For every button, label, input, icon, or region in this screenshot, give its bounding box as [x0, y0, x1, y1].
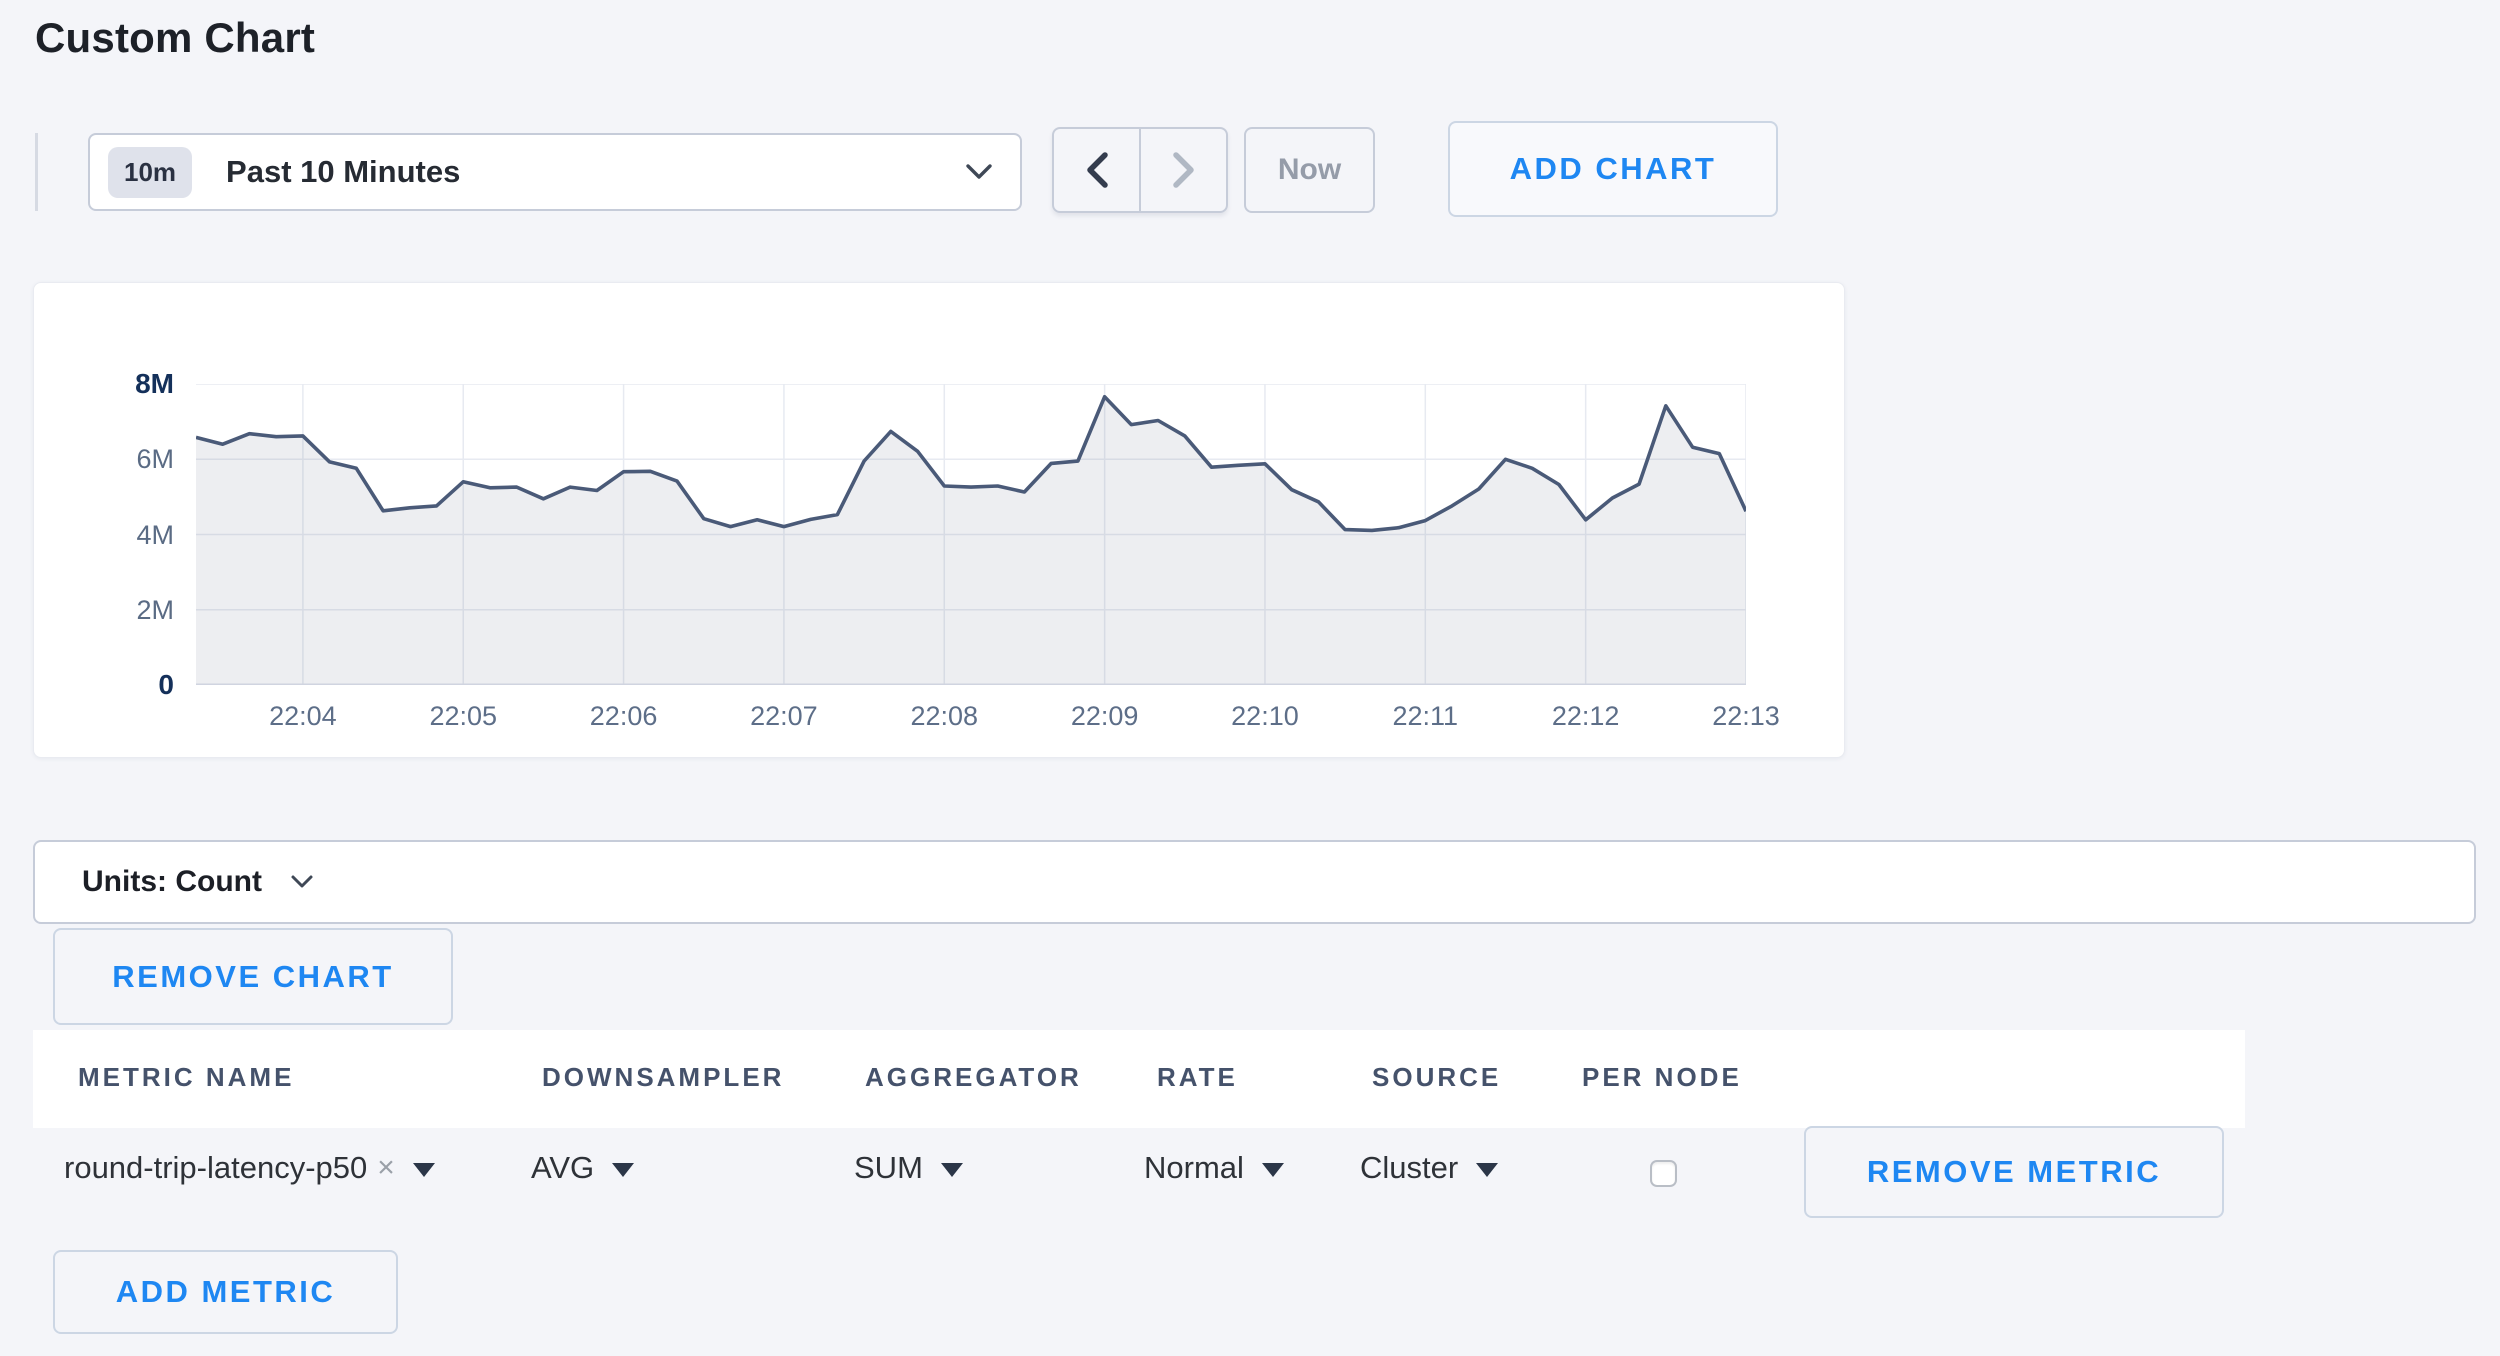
metric-name-select[interactable]: round-trip-latency-p50 ×	[64, 1150, 435, 1186]
caret-down-icon	[1476, 1163, 1499, 1177]
x-tick-label: 22:06	[589, 701, 658, 731]
col-header-aggregator: AGGREGATOR	[865, 1062, 1082, 1092]
x-tick-label: 22:11	[1392, 701, 1459, 731]
x-tick-label: 22:08	[910, 701, 979, 731]
downsampler-value: AVG	[531, 1150, 595, 1185]
chevron-down-icon	[964, 162, 994, 182]
next-time-button[interactable]	[1139, 129, 1226, 211]
y-tick-label: 6M	[136, 444, 174, 475]
prev-time-button[interactable]	[1054, 129, 1139, 211]
chevron-right-icon	[1170, 150, 1198, 190]
remove-chart-button[interactable]: REMOVE CHART	[53, 928, 453, 1025]
caret-down-icon	[940, 1163, 963, 1177]
aggregator-value: SUM	[854, 1150, 923, 1185]
x-tick-label: 22:07	[750, 701, 818, 731]
units-dropdown[interactable]: Units: Count	[33, 840, 2476, 924]
caret-down-icon	[612, 1163, 635, 1177]
time-range-dropdown[interactable]: 10m Past 10 Minutes	[88, 133, 1022, 211]
y-tick-label: 8M	[135, 368, 174, 399]
x-tick-label: 22:13	[1712, 701, 1780, 731]
source-value: Cluster	[1360, 1150, 1459, 1185]
col-header-metric-name: METRIC NAME	[78, 1062, 295, 1092]
aggregator-select[interactable]: SUM	[854, 1150, 963, 1186]
add-metric-button[interactable]: ADD METRIC	[53, 1250, 398, 1334]
col-header-downsampler: DOWNSAMPLER	[542, 1062, 785, 1092]
x-tick-label: 22:04	[269, 701, 337, 731]
rate-select[interactable]: Normal	[1144, 1150, 1284, 1186]
time-range-badge: 10m	[108, 146, 193, 198]
downsampler-select[interactable]: AVG	[531, 1150, 635, 1186]
col-header-per-node: PER NODE	[1582, 1062, 1742, 1092]
rate-value: Normal	[1144, 1150, 1244, 1185]
source-select[interactable]: Cluster	[1360, 1150, 1499, 1186]
time-range-label: Past 10 Minutes	[226, 154, 461, 189]
now-button[interactable]: Now	[1244, 127, 1375, 213]
x-tick-label: 22:05	[429, 701, 498, 731]
metrics-table-header	[33, 1030, 2245, 1128]
remove-tag-icon[interactable]: ×	[377, 1151, 395, 1184]
metric-name-value: round-trip-latency-p50	[64, 1150, 368, 1185]
caret-down-icon	[1261, 1163, 1284, 1177]
page-title: Custom Chart	[35, 14, 316, 61]
col-header-source: SOURCE	[1372, 1062, 1502, 1092]
col-header-rate: RATE	[1157, 1062, 1238, 1092]
add-chart-button[interactable]: ADD CHART	[1448, 121, 1778, 217]
units-label: Units: Count	[82, 865, 262, 898]
chevron-left-icon	[1083, 150, 1111, 190]
time-step-buttons	[1052, 127, 1228, 213]
chevron-down-icon	[290, 874, 314, 890]
x-tick-label: 22:12	[1551, 701, 1620, 731]
y-tick-label: 4M	[136, 519, 174, 550]
x-tick-label: 22:09	[1070, 701, 1139, 731]
remove-metric-button[interactable]: REMOVE METRIC	[1804, 1126, 2224, 1218]
per-node-checkbox[interactable]	[1650, 1160, 1677, 1187]
latency-area-chart[interactable]	[196, 384, 1746, 686]
x-tick-label: 22:10	[1231, 701, 1299, 731]
y-tick-label: 0	[158, 669, 174, 700]
y-tick-label: 2M	[136, 594, 174, 625]
chart-card: 8M 6M 4M 2M 0 22:04 22:05 22:06 22:07 22:08 22:09…	[33, 282, 1845, 758]
caret-down-icon	[412, 1163, 435, 1177]
toolbar-accent-bar	[35, 133, 38, 211]
